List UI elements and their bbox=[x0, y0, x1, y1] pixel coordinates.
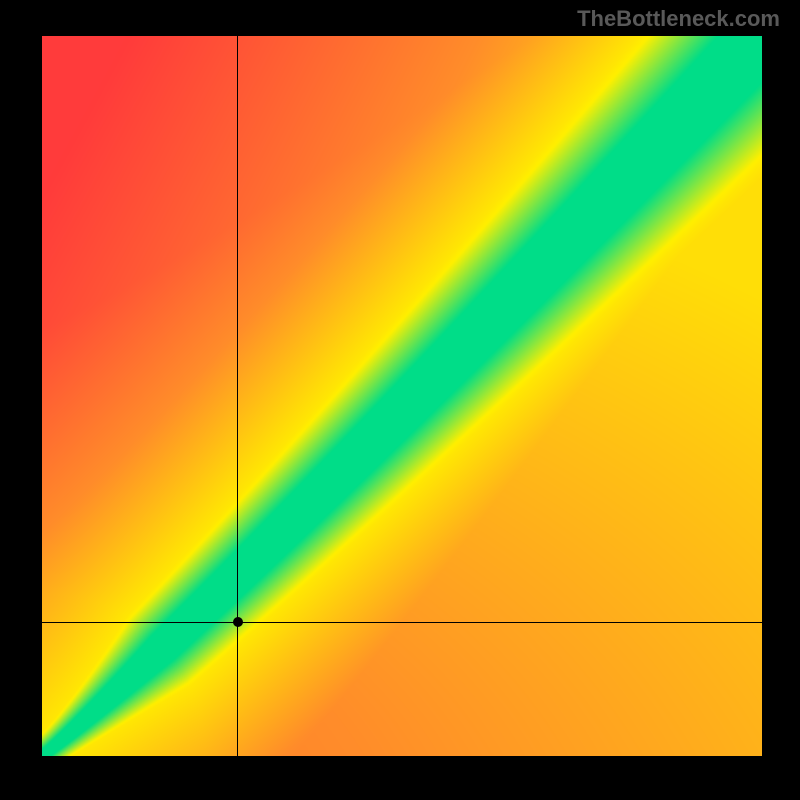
bottleneck-heatmap bbox=[42, 36, 762, 756]
watermark-text: TheBottleneck.com bbox=[577, 6, 780, 32]
heatmap-canvas bbox=[42, 36, 762, 756]
crosshair-marker bbox=[233, 617, 243, 627]
crosshair-vertical bbox=[237, 36, 238, 756]
crosshair-horizontal bbox=[42, 622, 762, 623]
